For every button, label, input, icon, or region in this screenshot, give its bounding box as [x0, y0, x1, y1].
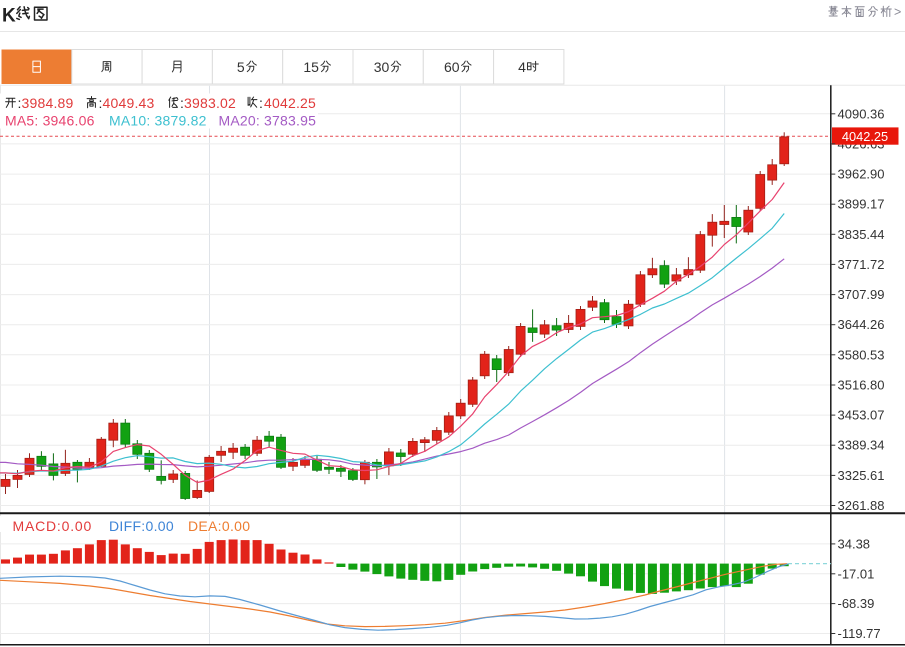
svg-text:4090.36: 4090.36	[838, 106, 885, 121]
svg-text:MA5: 3946.06: MA5: 3946.06	[5, 112, 95, 128]
svg-text::: :	[259, 95, 263, 111]
svg-text::: :	[180, 95, 184, 111]
svg-text:3389.34: 3389.34	[838, 438, 885, 453]
svg-text:4: 4	[518, 59, 526, 75]
svg-text:3983.02: 3983.02	[184, 95, 236, 111]
svg-text:DEA:0.00: DEA:0.00	[188, 518, 250, 534]
svg-text:>: >	[894, 5, 901, 19]
svg-text:3984.89: 3984.89	[22, 95, 74, 111]
svg-text:-17.01: -17.01	[838, 566, 875, 581]
svg-text:3516.80: 3516.80	[838, 378, 885, 393]
svg-text:-68.39: -68.39	[838, 596, 875, 611]
svg-text:3453.07: 3453.07	[838, 408, 885, 423]
svg-text::: :	[18, 95, 22, 111]
svg-text:30: 30	[374, 59, 390, 75]
svg-text:60: 60	[444, 59, 460, 75]
svg-text:3580.53: 3580.53	[838, 347, 885, 362]
svg-text:4049.43: 4049.43	[103, 95, 155, 111]
svg-text:MA10: 3879.82: MA10: 3879.82	[109, 112, 207, 128]
svg-text:3325.61: 3325.61	[838, 468, 885, 483]
svg-text::: :	[99, 95, 103, 111]
svg-text:3899.17: 3899.17	[838, 197, 885, 212]
svg-text:3707.99: 3707.99	[838, 287, 885, 302]
svg-text:3771.72: 3771.72	[838, 257, 885, 272]
svg-text:3962.90: 3962.90	[838, 167, 885, 182]
svg-text:MACD:0.00: MACD:0.00	[13, 518, 93, 534]
svg-text:DIFF:0.00: DIFF:0.00	[109, 518, 174, 534]
svg-text:3261.88: 3261.88	[838, 498, 885, 513]
svg-text:15: 15	[303, 59, 319, 75]
svg-text:MA20: 3783.95: MA20: 3783.95	[219, 112, 317, 128]
svg-text:3644.26: 3644.26	[838, 317, 885, 332]
svg-text:K: K	[2, 6, 16, 27]
svg-text:5: 5	[237, 59, 245, 75]
svg-text:3835.44: 3835.44	[838, 227, 885, 242]
svg-text:34.38: 34.38	[838, 536, 871, 551]
svg-text:-119.77: -119.77	[838, 626, 881, 641]
svg-text:4042.25: 4042.25	[264, 95, 316, 111]
svg-text:4042.25: 4042.25	[842, 129, 888, 144]
